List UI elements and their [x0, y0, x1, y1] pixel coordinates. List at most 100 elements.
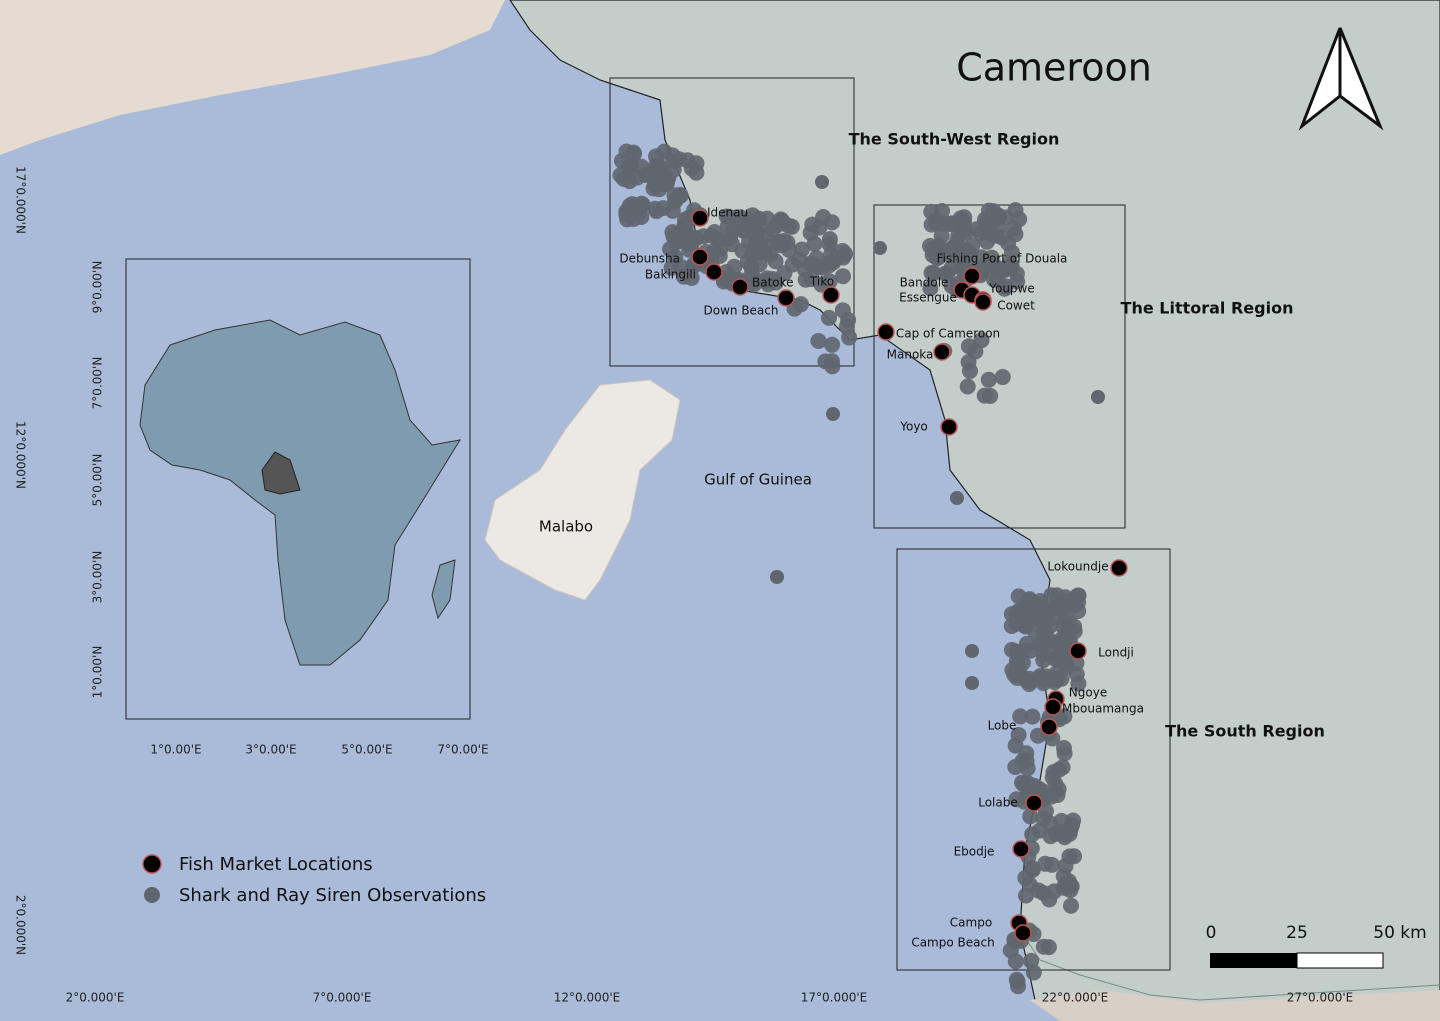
inset-x-label: 3°0.00'E [245, 743, 296, 757]
water-label: Gulf of Guinea [704, 471, 812, 489]
observation [1066, 848, 1083, 865]
observation [987, 258, 1004, 275]
observation [1035, 646, 1052, 663]
market-label: Bandole [900, 276, 949, 290]
market-label: Tiko [809, 275, 834, 289]
observation [1053, 631, 1070, 648]
region-label: The South-West Region [849, 130, 1060, 149]
observation [1003, 259, 1020, 276]
observation [1022, 808, 1039, 825]
inset-x-label: 1°0.00'E [150, 743, 201, 757]
market-point [1012, 840, 1030, 858]
observation [683, 269, 700, 286]
observation [1011, 610, 1028, 627]
observation [1062, 897, 1079, 914]
observation [822, 254, 839, 271]
observation [719, 218, 736, 235]
observation [705, 243, 722, 260]
scale-segment [1296, 952, 1384, 969]
observation [770, 570, 784, 584]
market-label: Mbouamanga [1062, 702, 1144, 716]
island-label: Malabo [539, 518, 593, 536]
observation [1044, 769, 1061, 786]
observation [1069, 587, 1086, 604]
observation [972, 225, 989, 242]
observation [1054, 759, 1071, 776]
observation [1040, 939, 1057, 956]
madagascar [431, 559, 456, 620]
observation [1035, 885, 1052, 902]
market-label: Down Beach [704, 304, 779, 318]
market-point [1069, 642, 1087, 660]
cameroon-inset [261, 451, 301, 495]
observation [1007, 226, 1024, 243]
observation [965, 676, 979, 690]
observation [944, 240, 961, 257]
observation [824, 336, 841, 353]
observation [629, 169, 646, 186]
region-label: The Littoral Region [1121, 299, 1294, 318]
observation [823, 353, 840, 370]
observation [834, 302, 851, 319]
scale-label: 50 km [1373, 923, 1426, 943]
observation [744, 243, 761, 260]
observation [744, 207, 761, 224]
inset-y-label: 9°0.00'N [91, 261, 105, 314]
observation [834, 268, 851, 285]
land-nigeria [0, 0, 505, 155]
market-point [1025, 794, 1043, 812]
legend-symbol [142, 854, 162, 874]
observation [630, 200, 647, 217]
observation [958, 242, 975, 259]
observation [726, 258, 743, 275]
observation [933, 228, 950, 245]
market-label: Cowet [997, 299, 1035, 313]
observation [767, 253, 784, 270]
market-label: Manoka [887, 348, 934, 362]
observation [1021, 675, 1038, 692]
scale-label: 0 [1206, 923, 1217, 943]
observation [1019, 760, 1036, 777]
observation [662, 241, 679, 258]
observation [873, 241, 887, 255]
market-label: Yoyo [899, 420, 928, 434]
observation [769, 217, 786, 234]
region-box [873, 204, 1126, 529]
market-point [1044, 698, 1062, 716]
observation [656, 143, 673, 160]
observation [810, 332, 827, 349]
land-south [1030, 990, 1440, 1021]
x-axis-label: 17°0.000'E [801, 991, 868, 1005]
inset-y-label: 3°0.00'N [91, 551, 105, 604]
observations [612, 143, 1105, 995]
observation [953, 254, 970, 271]
observation [1003, 244, 1020, 261]
border [1019, 929, 1440, 1001]
observation [672, 258, 689, 275]
market-point [705, 263, 723, 281]
market-label: Campo Beach [911, 936, 994, 950]
market-label: Lobe [988, 719, 1017, 733]
market-label: Londji [1098, 646, 1134, 660]
market-point [974, 293, 992, 311]
observation [925, 264, 942, 281]
observation [1024, 708, 1041, 725]
inset-y-label: 1°0.00'N [91, 646, 105, 699]
observation [922, 280, 939, 297]
observation [826, 407, 840, 421]
y-axis-label: 17°0.000'N [14, 166, 28, 234]
observation [1017, 869, 1034, 886]
observation [757, 273, 774, 290]
observation [1042, 815, 1059, 832]
market-label: Fishing Port of Douala [937, 252, 1068, 266]
observation [1007, 737, 1024, 754]
y-axis-label: 2°0.000'N [14, 895, 28, 955]
market-point [822, 286, 840, 304]
market-label: Idenau [707, 206, 748, 220]
north-arrow [1298, 27, 1384, 131]
x-axis-label: 2°0.000'E [66, 991, 125, 1005]
observation [939, 265, 956, 282]
observation [1049, 652, 1066, 669]
region-label: The South Region [1165, 722, 1325, 741]
